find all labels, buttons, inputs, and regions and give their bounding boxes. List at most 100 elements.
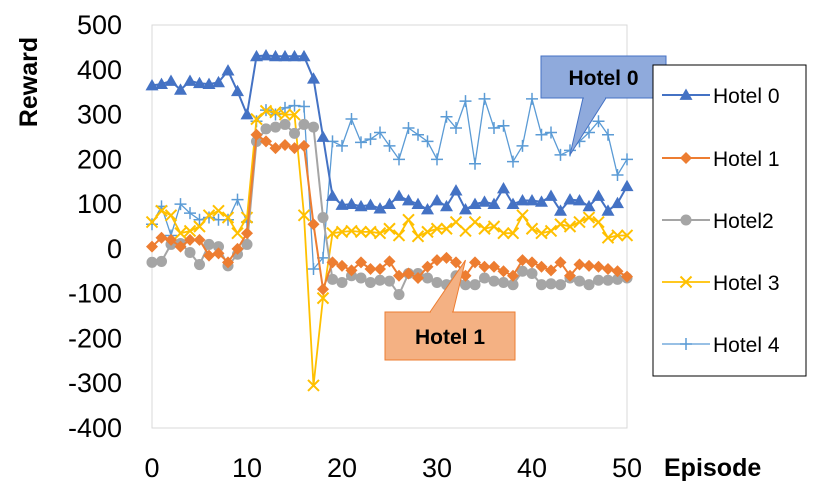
data-point [411,230,425,243]
y-tick-label: 300 [77,100,122,130]
data-point [193,233,206,246]
data-point [221,211,235,224]
legend-label: Hotel 3 [713,272,780,295]
data-point [450,121,462,134]
series-hotel-0 [145,48,634,216]
data-point [440,222,453,235]
data-point [383,222,396,235]
data-point [431,153,443,166]
data-point [355,136,367,149]
data-point [298,118,310,130]
data-point [240,108,254,120]
data-point [393,289,405,301]
legend-label: Hotel 4 [713,334,780,357]
legend-label: Hotel 0 [713,85,780,108]
data-point [459,202,472,215]
data-point [231,227,244,240]
data-point [488,121,500,134]
data-point [231,193,244,206]
data-point [620,179,634,192]
data-point [288,108,301,121]
data-point [583,259,595,272]
legend-diamond-marker [680,152,692,164]
data-point [307,218,320,231]
data-point [506,227,520,240]
data-point [364,276,377,288]
data-point [392,189,406,201]
data-point [155,255,168,267]
data-point [354,199,368,212]
data-point [573,194,586,206]
y-axis-title: Reward [15,37,43,127]
legend-item: Hotel 0 [662,85,780,108]
data-point [440,199,453,212]
data-point [335,198,349,210]
data-point [203,238,215,250]
data-point [582,211,596,224]
data-point [611,265,624,278]
data-point [535,227,548,240]
data-point [193,220,206,233]
data-point [297,49,311,62]
data-point [269,106,282,119]
data-point [621,153,633,166]
legend-item: Hotel 1 [662,148,780,171]
data-point [212,247,225,260]
data-point [573,275,586,287]
data-point [487,197,501,209]
x-tick-label: 10 [232,453,262,483]
data-point [469,279,481,291]
data-point [468,197,482,209]
data-point [554,256,567,269]
x-axis-title: Episode [664,454,761,482]
data-point [440,251,453,264]
data-point [393,269,405,282]
data-point [241,227,253,240]
legend-x-marker [679,275,693,289]
x-axis-ticks: 0 10 20 30 40 50 [144,453,642,483]
y-tick-label: 100 [77,189,122,219]
data-point [317,283,329,296]
data-point [602,274,614,286]
y-axis-ticks: -400 -300 -200 -100 0 100 200 300 400 500 [68,10,122,443]
y-tick-label: 0 [107,234,122,264]
data-point [601,204,615,216]
data-point [411,197,425,209]
data-point [155,231,168,244]
data-point [526,92,538,105]
data-point [279,118,291,130]
data-point [260,123,272,135]
data-point [146,256,158,268]
data-point [573,258,586,271]
x-tick-label: 20 [327,453,357,483]
data-point [431,276,443,288]
y-tick-label: 400 [77,55,122,85]
data-point [222,213,234,226]
data-point [269,49,282,62]
data-point [488,275,500,287]
data-point [297,209,311,222]
data-point [165,233,177,246]
data-point [497,265,510,278]
data-point [260,135,272,148]
data-point [203,211,215,224]
data-point [545,126,557,139]
data-point [412,128,424,141]
data-point [383,139,396,152]
data-point [602,128,614,141]
data-point [307,379,320,392]
data-point [478,272,491,284]
data-point [535,279,548,291]
y-tick-label: -300 [68,368,122,398]
data-point [507,155,519,168]
data-point [497,227,510,240]
legend-item: Hotel2 [662,210,774,233]
data-point [402,121,415,134]
data-point [431,254,443,267]
data-point [345,113,358,126]
data-point [478,222,491,235]
data-point [307,263,320,276]
data-point [611,169,624,182]
data-point [497,181,510,194]
data-point [468,215,482,229]
